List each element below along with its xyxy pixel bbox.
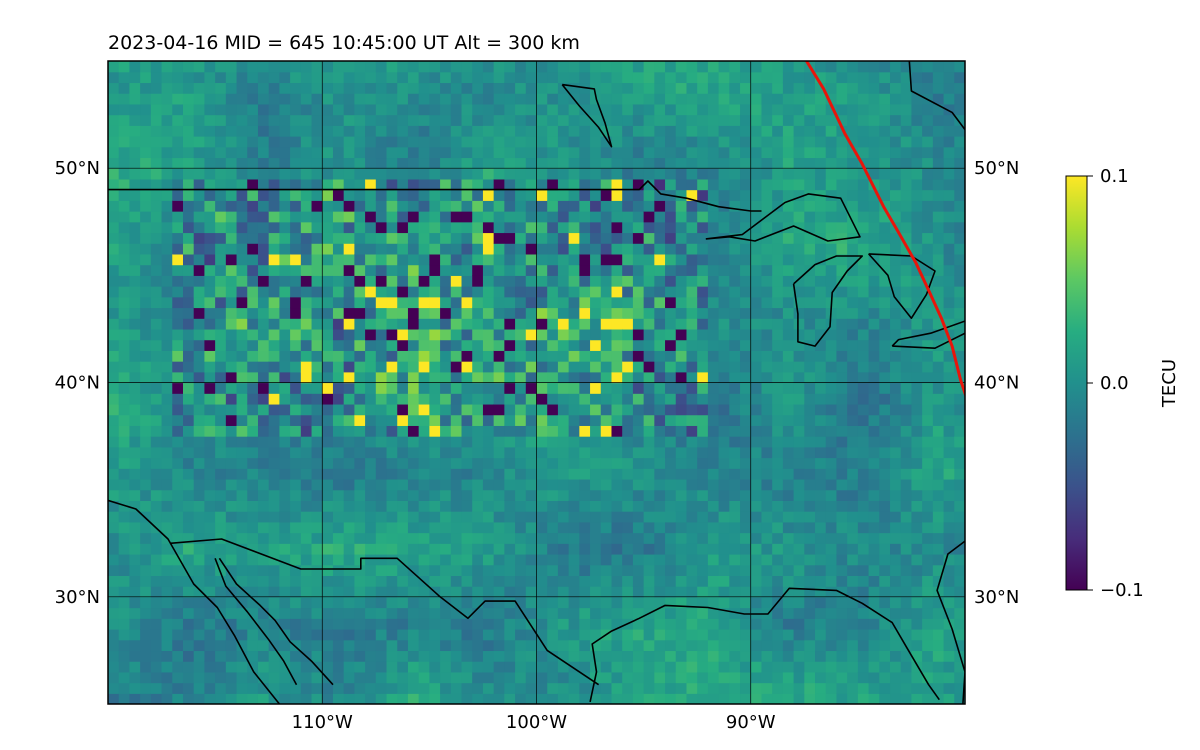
x-tick-label: 100°W	[506, 712, 567, 733]
colorbar-gradient	[1065, 175, 1088, 591]
colorbar-ticks: 0.1 0.0 −0.1	[1087, 166, 1144, 601]
map-axis-ticks: 110°W 100°W 90°W 50°N 50°N 40°N 40°N 30°N 30°N	[55, 158, 1020, 733]
gulf-coast	[589, 587, 940, 703]
map-frame	[107, 60, 966, 705]
us-canada-border	[108, 180, 762, 212]
gulf-of-california-east	[218, 557, 334, 686]
tec-heatmap-cells	[108, 61, 965, 704]
colorbar-tick-label: 0.0	[1100, 373, 1129, 394]
colorbar-tick-label: 0.1	[1100, 166, 1129, 187]
y-tick-label-left: 30°N	[55, 587, 100, 608]
lake-huron	[868, 253, 936, 320]
y-tick-label-right: 50°N	[974, 158, 1019, 179]
y-tick-label-left: 50°N	[55, 158, 100, 179]
lake-michigan	[792, 255, 864, 347]
colorbar-tick-label: −0.1	[1100, 580, 1144, 601]
gulf-of-california-west	[214, 558, 298, 686]
map-area	[108, 61, 965, 704]
map-title: 2023-04-16 MID = 645 10:45:00 UT Alt = 3…	[108, 32, 580, 54]
solar-terminator-line	[805, 61, 965, 398]
canada-north-shore	[908, 61, 965, 131]
mexico-pacific-coast	[108, 499, 281, 704]
y-tick-label-right: 30°N	[974, 587, 1019, 608]
colorbar-label: TECU	[1159, 359, 1180, 408]
lake-erie	[891, 320, 965, 350]
colorbar: 0.1 0.0 −0.1 TECU	[1065, 166, 1180, 601]
x-tick-label: 110°W	[292, 712, 353, 733]
us-mexico-border	[170, 538, 600, 686]
coastlines-and-borders	[108, 61, 965, 704]
lake-winnipeg	[561, 83, 613, 148]
x-tick-label: 90°W	[726, 712, 776, 733]
y-tick-label-left: 40°N	[55, 373, 100, 394]
y-tick-label-right: 40°N	[974, 373, 1019, 394]
lake-superior	[705, 193, 861, 242]
